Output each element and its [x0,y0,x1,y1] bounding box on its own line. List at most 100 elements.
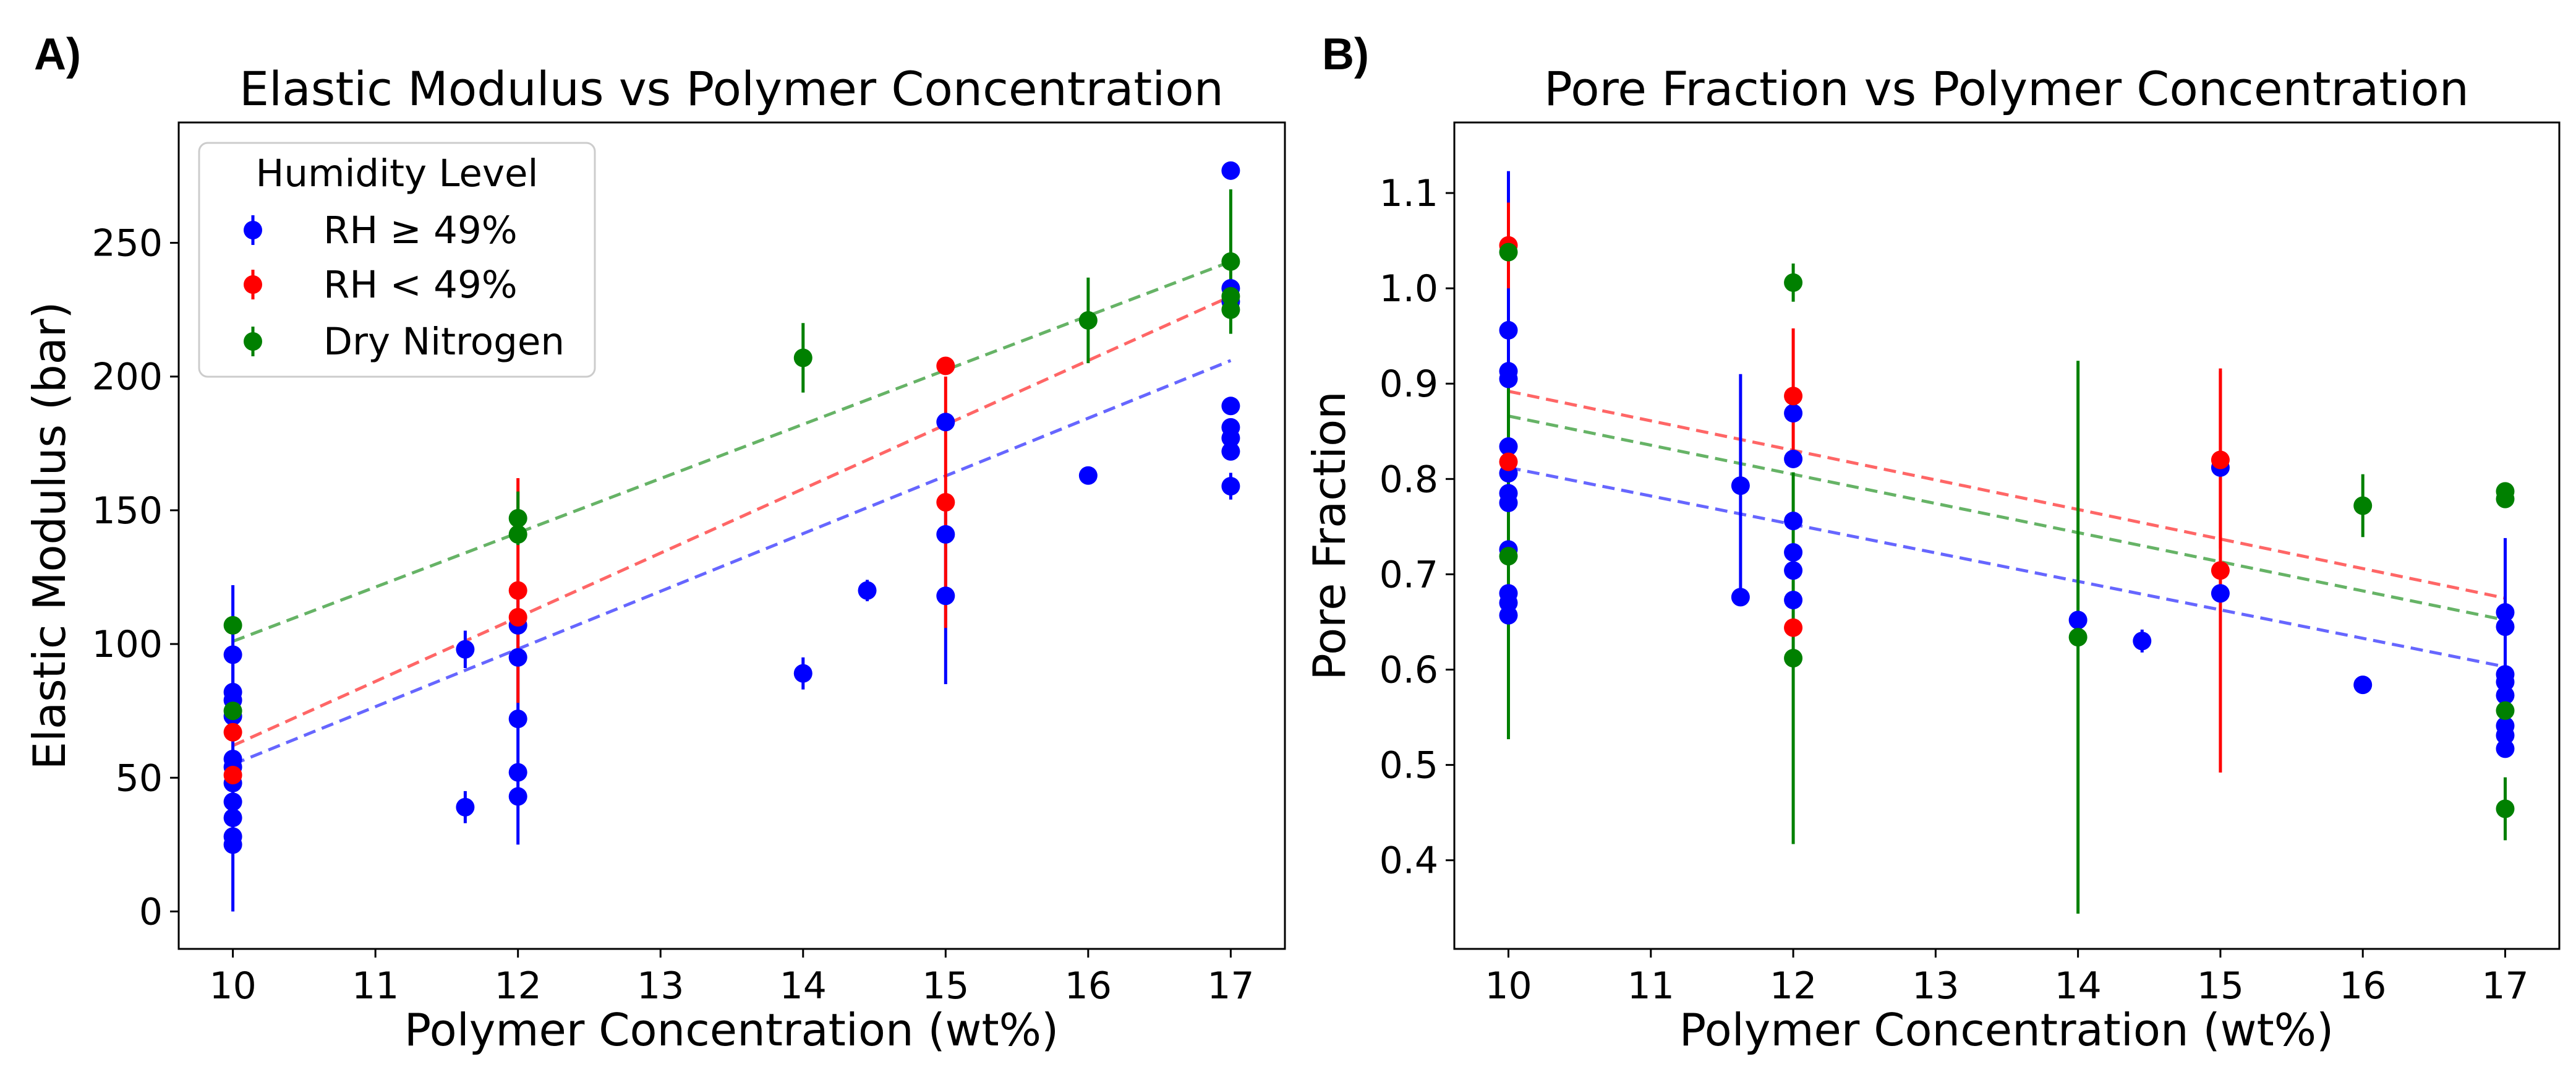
trend-line [1508,390,2506,600]
x-tick-label: 16 [1065,964,1112,1008]
data-point [223,792,242,812]
data-point [1221,287,1240,306]
panel-a: A) Elastic Modulus vs Polymer Concentrat… [23,30,1286,1056]
data-point [508,763,527,782]
data-point [1078,311,1098,330]
x-tick-label: 17 [1207,964,1254,1008]
panel-a-plot-frame [177,121,1286,950]
y-tick-label: 150 [92,489,163,533]
data-point [223,835,242,854]
trend-line [1508,466,2506,669]
y-tick-label: 0.6 [1380,649,1438,692]
y-tick-label: 0.8 [1380,458,1438,501]
data-point [936,413,955,432]
panel-b-plot-frame [1453,121,2561,950]
x-tick-label: 12 [1770,964,1817,1008]
data-point [1221,161,1240,180]
data-point [2496,739,2515,758]
x-tick-label: 11 [1627,964,1674,1008]
y-tick-label: 200 [92,356,163,399]
data-point [508,508,527,528]
legend: Humidity Level RH ≥ 49% RH < 49% Dry Nit… [198,142,596,378]
panel-a-y-axis-label: Elastic Modulus (bar) [23,302,75,770]
data-point [1221,397,1240,416]
x-tick-label: 11 [352,964,399,1008]
data-point [508,710,527,729]
panel-a-ticks: 10 11 12 13 14 15 16 17 0 50 100 150 200 250 [92,222,1254,1008]
y-tick-label: 100 [92,623,163,666]
x-tick-label: 10 [1485,964,1532,1008]
data-point [1221,300,1240,319]
legend-item-rh-low: RH < 49% [244,263,518,307]
data-point [2211,584,2230,603]
legend-marker-red [244,275,262,294]
data-point [1221,442,1240,461]
data-point [936,356,955,375]
data-point [1499,606,1518,625]
data-point [1784,561,1803,580]
y-tick-label: 0.7 [1380,553,1438,596]
data-point [2496,686,2515,705]
data-point [1784,273,1803,292]
data-point [456,640,475,659]
data-point [2496,726,2515,745]
legend-label: RH ≥ 49% [323,208,518,252]
data-point [2211,561,2230,580]
panel-b-ticks: 10 11 12 13 14 15 16 17 0.4 0.5 0.6 0.7 0.8 0.9 1.0 1.1 [1380,172,2529,1008]
y-tick-label: 1.0 [1380,267,1438,311]
data-point [793,664,812,683]
data-point [2496,672,2515,692]
data-point [2211,450,2230,470]
data-point [223,645,242,664]
data-point [936,586,955,606]
y-tick-label: 0 [139,890,163,933]
panel-b-letter: B) [1322,30,1369,79]
data-point [936,525,955,544]
data-point [2496,617,2515,637]
data-point [508,525,527,544]
panel-b-x-axis-label: Polymer Concentration (wt%) [1679,1004,2334,1056]
legend-item-rh-high: RH ≥ 49% [244,208,518,252]
data-point [1784,512,1803,531]
data-point [1499,369,1518,388]
legend-title: Humidity Level [256,152,539,195]
data-point [858,581,877,600]
y-tick-label: 250 [92,222,163,265]
panel-a-x-axis-label: Polymer Concentration (wt%) [404,1004,1059,1056]
data-point [1784,649,1803,668]
data-point [2068,611,2088,630]
panel-a-data [223,161,1240,912]
data-point [2496,701,2515,720]
data-point [1784,449,1803,468]
data-point [1499,452,1518,471]
trend-line [232,260,1232,643]
data-point [1499,547,1518,566]
data-point [508,607,527,627]
data-point [1784,403,1803,422]
data-point [1499,437,1518,456]
x-tick-label: 14 [780,964,827,1008]
data-point [1499,493,1518,512]
data-point [223,808,242,828]
legend-marker-green [244,332,262,351]
data-point [2496,603,2515,622]
data-point [2068,628,2088,647]
trend-line [232,294,1232,747]
legend-item-dry-nitrogen: Dry Nitrogen [244,320,565,364]
data-point [223,701,242,721]
x-tick-label: 17 [2481,964,2528,1008]
data-point [1784,542,1803,562]
panel-b: B) Pore Fraction vs Polymer Concentratio… [1303,30,2561,1056]
data-point [1784,591,1803,610]
panel-b-y-axis-label: Pore Fraction [1303,391,1355,680]
y-tick-label: 0.5 [1380,744,1438,787]
panel-b-data [1499,171,2515,914]
legend-box [198,142,596,378]
data-point [2496,489,2515,508]
legend-marker-blue [244,221,262,239]
panel-a-letter: A) [34,30,81,79]
data-point [2353,675,2373,695]
data-point [456,797,475,817]
x-tick-label: 13 [637,964,684,1008]
x-tick-label: 15 [922,964,969,1008]
